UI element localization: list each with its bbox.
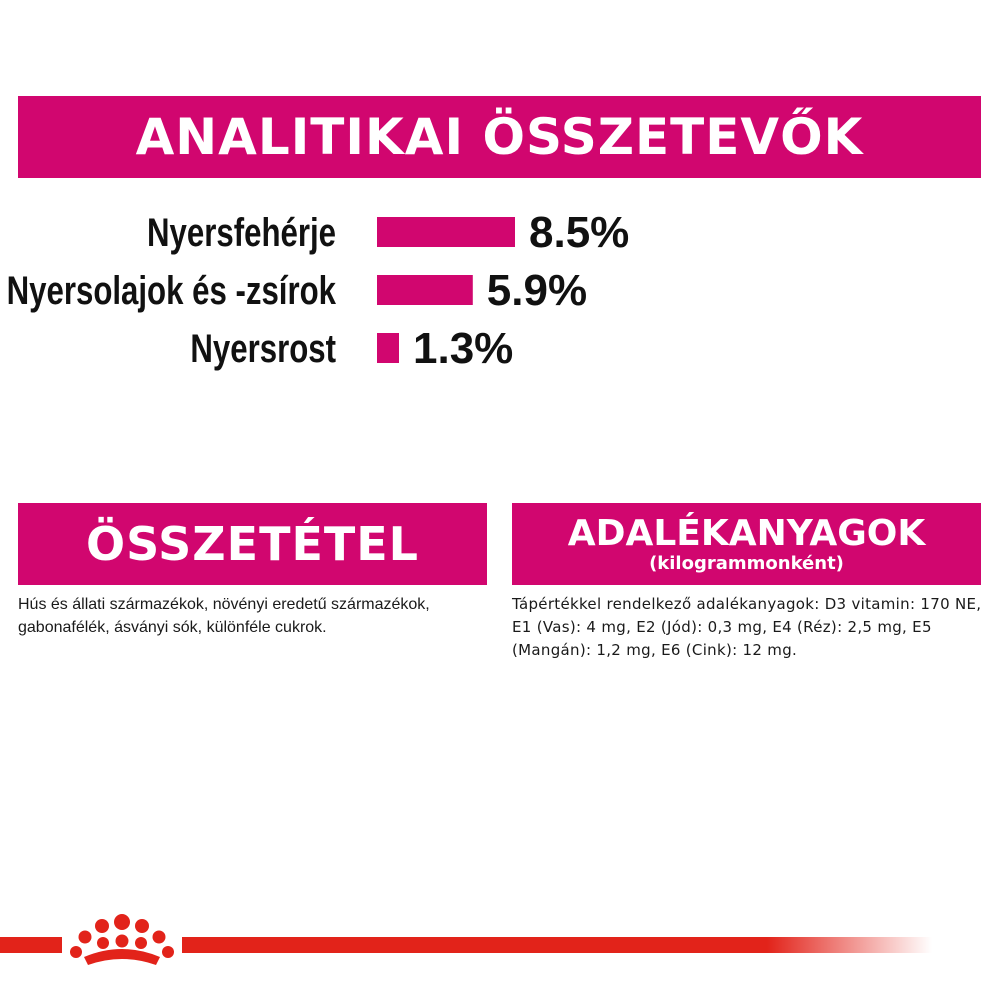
composition-text: Hús és állati származékok, növényi erede… bbox=[18, 596, 430, 636]
additives-title: ADALÉKANYAGOK bbox=[567, 513, 926, 554]
crown-icon bbox=[70, 914, 174, 965]
category-label: Nyersrost bbox=[190, 326, 336, 371]
composition-banner: ÖSSZETÉTEL bbox=[18, 503, 487, 585]
composition-title: ÖSSZETÉTEL bbox=[86, 517, 419, 571]
additives-subtitle: (kilogrammonként) bbox=[649, 553, 844, 574]
footer-brand bbox=[0, 914, 932, 965]
brand-stripe-left bbox=[0, 937, 62, 953]
additives-text: Tápértékkel rendelkező adalékanyagok: D3… bbox=[512, 595, 982, 659]
value-label: 1.3% bbox=[413, 324, 513, 373]
brand-stripe-right bbox=[182, 937, 932, 953]
bar bbox=[377, 333, 399, 363]
category-label: Nyersolajok és -zsírok bbox=[7, 268, 336, 313]
bar bbox=[377, 217, 515, 247]
analytic-components-banner: ANALITIKAI ÖSSZETEVŐK bbox=[18, 96, 981, 178]
analytic-components-title: ANALITIKAI ÖSSZETEVŐK bbox=[135, 108, 864, 166]
value-label: 8.5% bbox=[529, 208, 629, 257]
value-label: 5.9% bbox=[487, 266, 587, 315]
additives-banner: ADALÉKANYAGOK (kilogrammonként) bbox=[512, 503, 981, 585]
nutrient-bar-chart: Nyersfehérje 8.5% Nyersolajok és -zsírok 5.… bbox=[7, 208, 630, 373]
category-label: Nyersfehérje bbox=[147, 210, 336, 255]
bar bbox=[377, 275, 473, 305]
